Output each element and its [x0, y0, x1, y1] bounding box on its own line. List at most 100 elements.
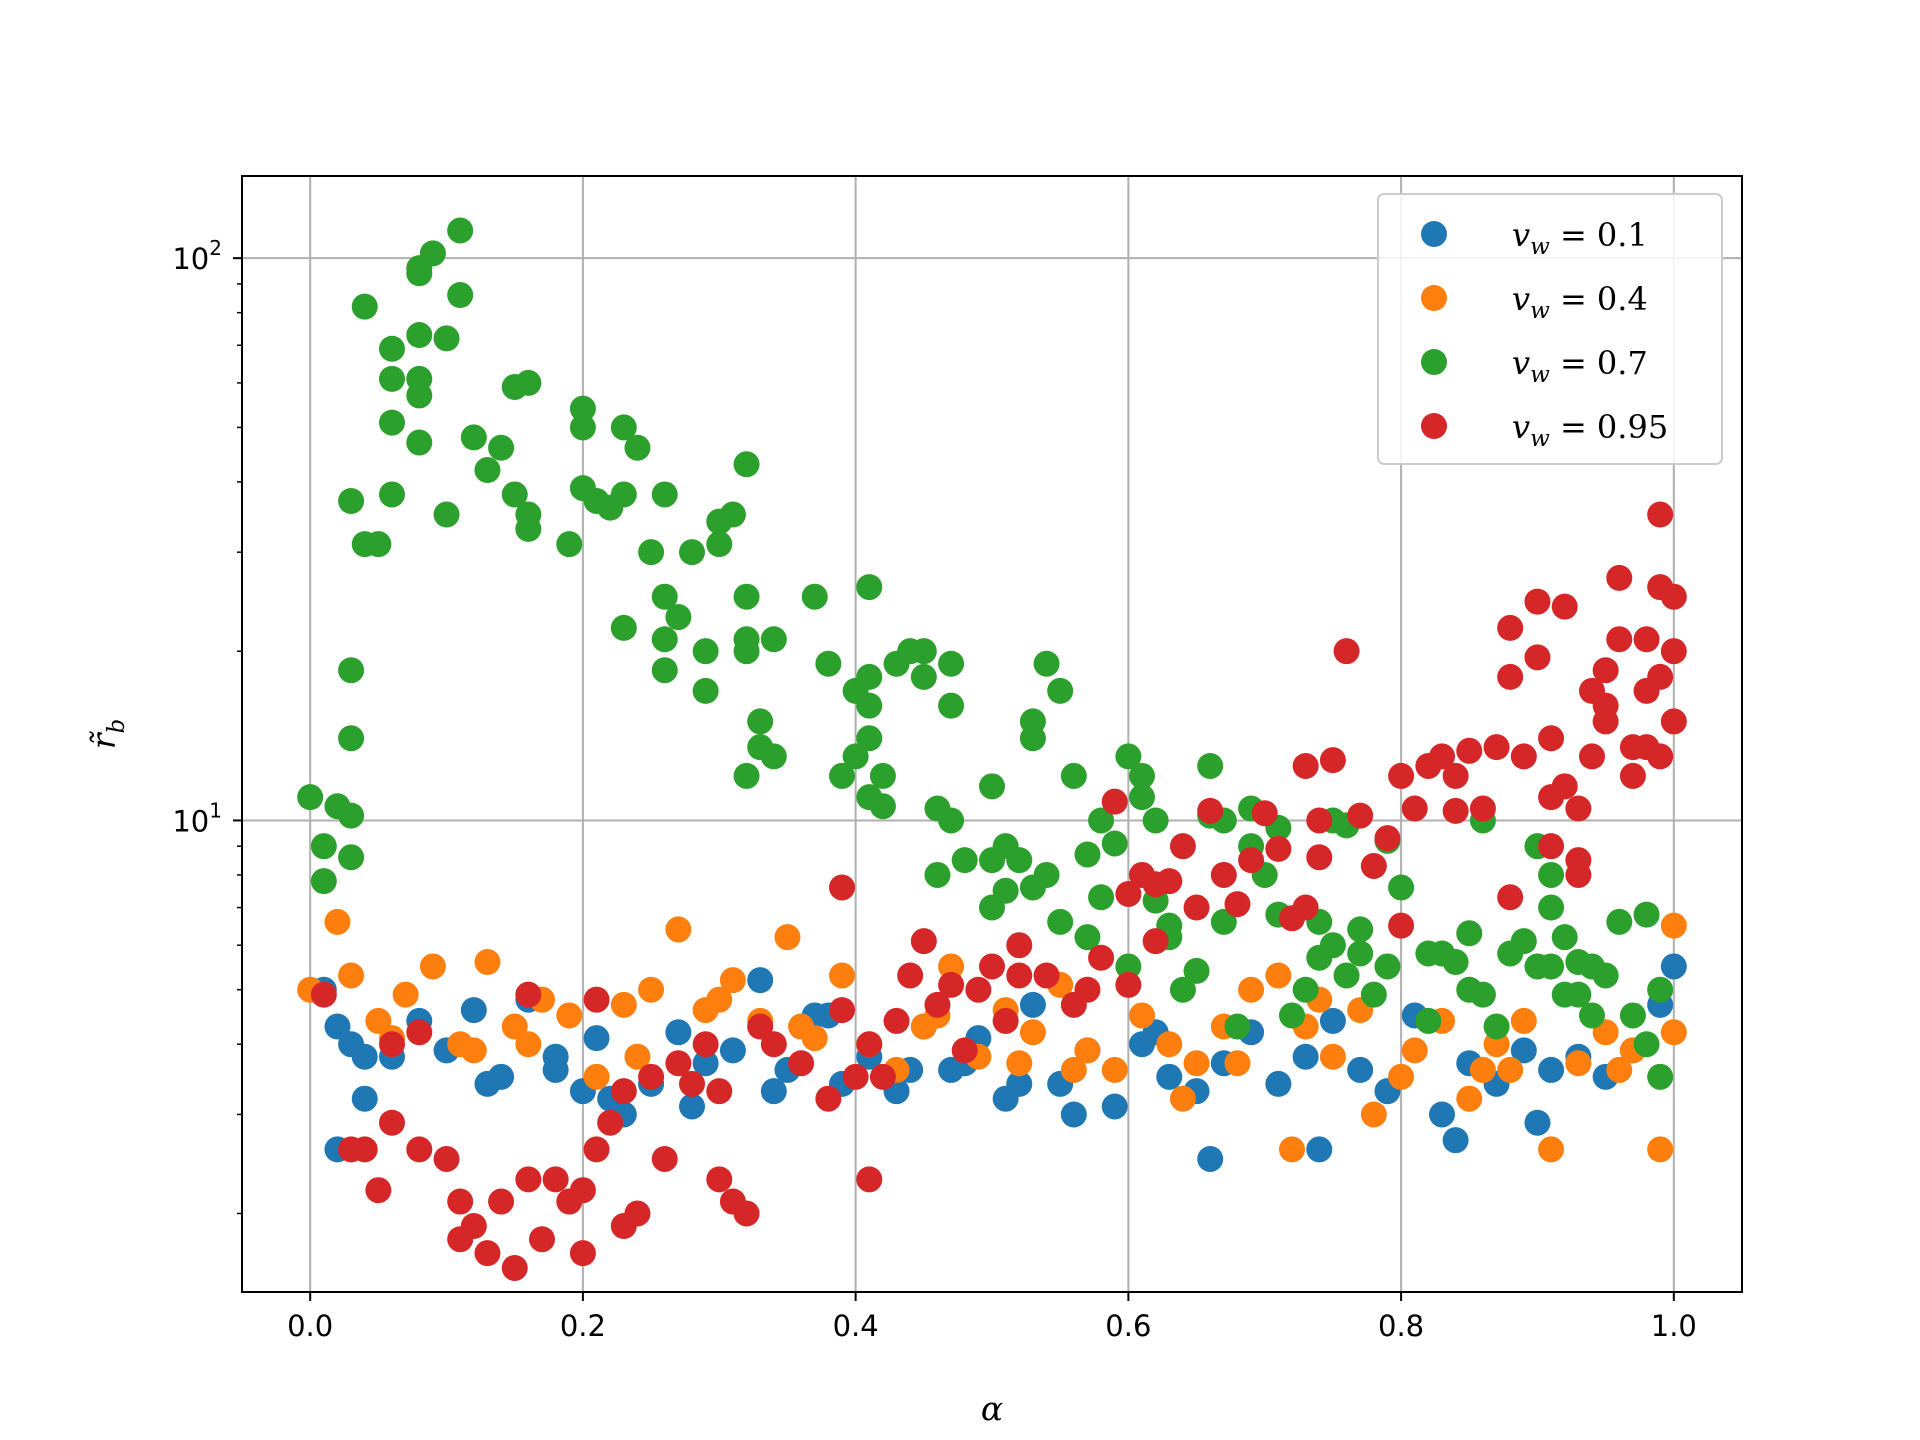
data-point: [829, 962, 855, 989]
data-point: [1456, 737, 1483, 764]
data-point: [310, 981, 337, 1008]
data-point: [1251, 800, 1278, 827]
data-point: [474, 1070, 501, 1097]
data-point: [1538, 1136, 1565, 1163]
data-point: [1633, 626, 1660, 653]
data-point: [829, 874, 855, 901]
data-point: [842, 1063, 869, 1090]
data-point: [1197, 1145, 1224, 1172]
data-point: [1183, 1050, 1210, 1077]
data-point: [1360, 1101, 1387, 1128]
data-point: [610, 414, 637, 441]
data-point: [1647, 1136, 1674, 1163]
data-point: [433, 325, 460, 352]
data-point: [883, 1007, 910, 1034]
data-point: [1565, 1050, 1592, 1077]
data-point: [665, 604, 692, 631]
data-point: [406, 429, 433, 456]
data-point: [1142, 807, 1169, 834]
data-point: [1183, 894, 1210, 921]
data-point: [447, 281, 474, 308]
data-point: [1129, 1002, 1155, 1029]
data-point: [692, 1031, 719, 1058]
data-point: [1265, 835, 1292, 862]
data-point: [760, 1031, 787, 1058]
data-point: [733, 451, 760, 478]
data-point: [1156, 868, 1183, 895]
data-point: [706, 531, 733, 558]
x-tick-label: 0.6: [1105, 1309, 1151, 1343]
data-point: [610, 614, 637, 641]
data-point: [1551, 773, 1578, 800]
data-point: [1347, 802, 1374, 829]
x-axis-label: α: [981, 1389, 1003, 1428]
data-point: [951, 1037, 978, 1064]
data-point: [1074, 841, 1101, 868]
data-point: [829, 997, 855, 1024]
data-point: [1497, 884, 1524, 911]
data-point: [419, 240, 446, 267]
data-point: [910, 928, 937, 955]
data-point: [1292, 1043, 1319, 1070]
data-point: [869, 793, 896, 820]
data-point: [788, 1050, 815, 1077]
data-point: [938, 971, 965, 998]
data-point: [638, 976, 665, 1003]
y-axis-label: r̃b: [84, 719, 130, 750]
data-point: [869, 1063, 896, 1090]
data-point: [1169, 833, 1196, 860]
data-point: [1374, 953, 1401, 980]
data-point: [1388, 762, 1415, 789]
data-point: [1279, 1002, 1305, 1029]
data-point: [1156, 1031, 1183, 1058]
legend-label: vw = 0.95: [1512, 408, 1668, 452]
data-point: [1074, 924, 1101, 951]
data-point: [1129, 762, 1155, 789]
data-point: [556, 1002, 583, 1029]
data-point: [706, 1166, 733, 1193]
data-point: [1074, 976, 1101, 1003]
data-point: [447, 217, 474, 244]
data-point: [1442, 797, 1469, 824]
data-point: [1633, 734, 1660, 761]
data-point: [924, 861, 951, 888]
data-point: [869, 762, 896, 789]
data-point: [515, 515, 542, 542]
data-point: [515, 981, 542, 1008]
data-point: [856, 574, 883, 601]
data-point: [1538, 725, 1565, 752]
x-tick-label: 0.4: [833, 1309, 879, 1343]
data-point: [338, 802, 365, 829]
data-point: [1442, 1127, 1469, 1154]
data-point: [583, 986, 610, 1013]
data-point: [351, 293, 378, 320]
data-point: [460, 997, 487, 1024]
data-point: [1006, 847, 1033, 874]
data-point: [310, 833, 337, 860]
data-point: [610, 991, 637, 1018]
data-point: [1442, 762, 1469, 789]
data-point: [1279, 1136, 1305, 1163]
data-point: [379, 481, 405, 508]
data-point: [1469, 1056, 1496, 1083]
data-point: [1129, 784, 1155, 811]
data-point: [651, 481, 678, 508]
data-point: [406, 382, 433, 409]
data-point: [1019, 1019, 1046, 1046]
data-point: [488, 434, 515, 461]
data-point: [938, 692, 965, 719]
data-point: [706, 1078, 733, 1105]
data-point: [1429, 1101, 1455, 1128]
data-point: [692, 1050, 719, 1077]
data-point: [1047, 677, 1074, 704]
data-point: [297, 784, 324, 811]
data-point: [379, 335, 405, 362]
data-point: [324, 908, 351, 935]
data-point: [365, 1177, 392, 1204]
data-point: [815, 1085, 842, 1112]
data-point: [624, 1043, 651, 1070]
data-point: [338, 487, 365, 514]
data-point: [665, 1019, 692, 1046]
data-point: [460, 1212, 487, 1239]
data-point: [1033, 962, 1060, 989]
